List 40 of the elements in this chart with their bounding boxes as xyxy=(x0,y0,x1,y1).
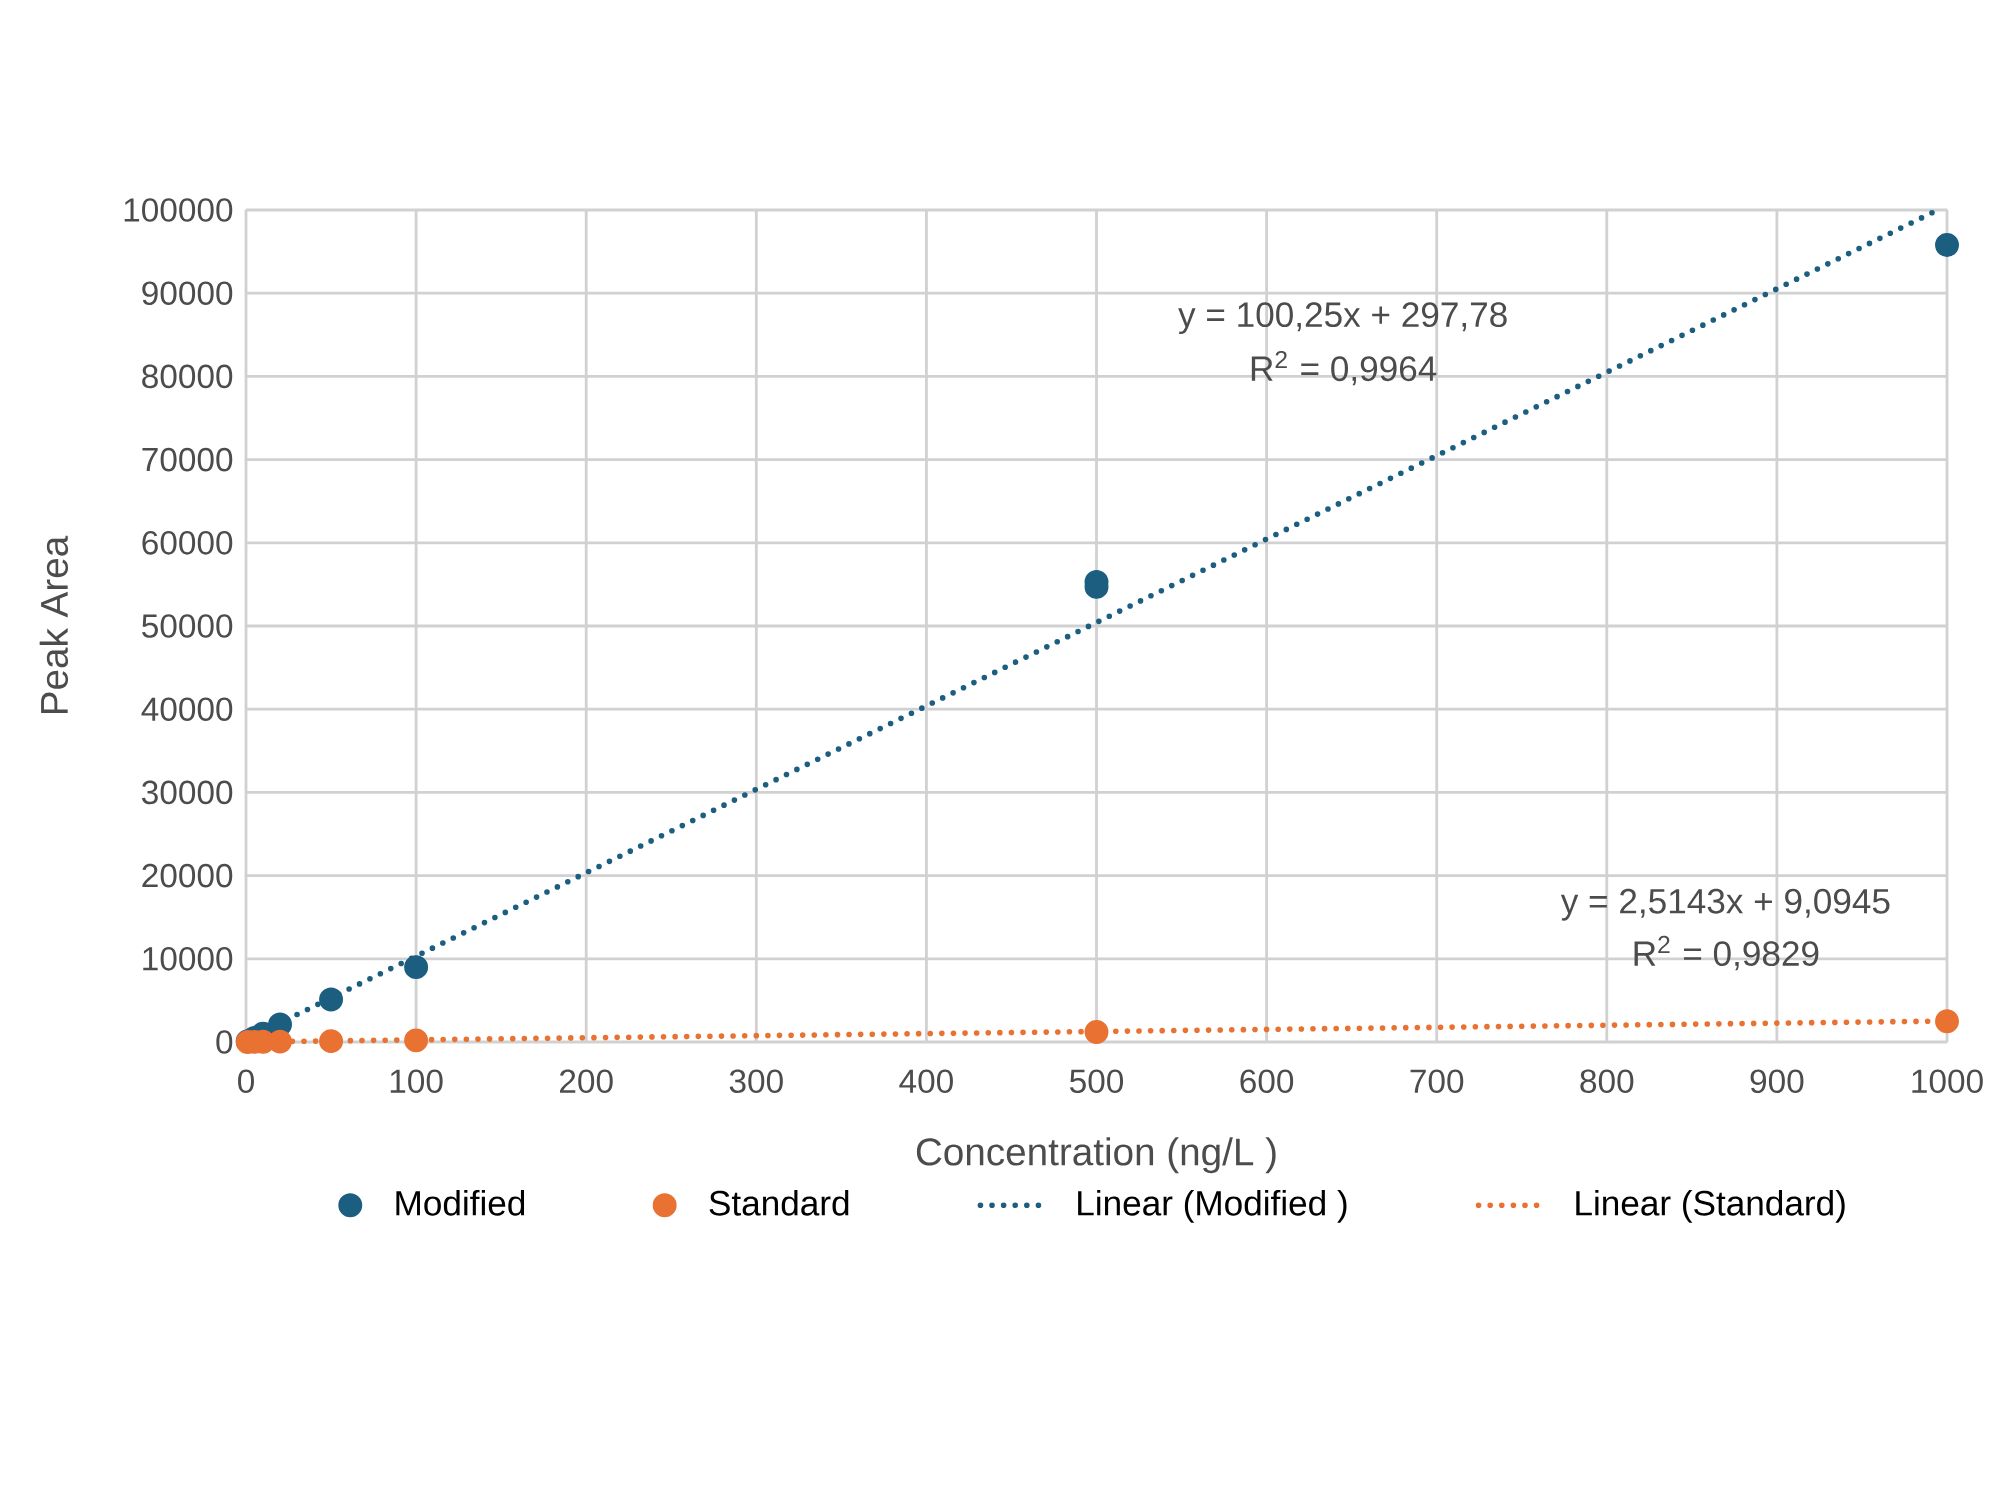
x-tick-label: 700 xyxy=(1410,1069,1464,1094)
point xyxy=(268,1029,292,1054)
x-tick-label: 400 xyxy=(899,1069,953,1094)
point xyxy=(1935,1009,1959,1034)
x-tick-label: 500 xyxy=(1069,1069,1124,1094)
y-tick-label: 0 xyxy=(216,1030,233,1054)
point xyxy=(1935,232,1959,257)
x-tick-label: 1000 xyxy=(1912,1069,1983,1094)
annotation: y = 100,25x + 297,78 xyxy=(1178,302,1507,335)
legend-label: Linear (Modified ) xyxy=(1078,1189,1347,1223)
annotation: R$^{2}$ = 0,9964 xyxy=(1251,350,1437,386)
point xyxy=(319,1029,344,1054)
x-tick-label: 800 xyxy=(1580,1069,1634,1094)
x-tick-label: 100 xyxy=(390,1069,443,1094)
legend-label: Standard xyxy=(709,1189,849,1216)
point xyxy=(1084,1020,1109,1044)
annotation: R$^{2}$ = 0,9829 xyxy=(1634,935,1819,971)
legend-label: Linear (Standard) xyxy=(1576,1189,1845,1223)
y-axis-title: Peak Area xyxy=(39,535,69,714)
x-tick-label: 900 xyxy=(1750,1069,1804,1094)
point xyxy=(404,1028,429,1053)
y-tick-label: 70000 xyxy=(142,447,233,472)
annotation: y = 2,5143x + 9,0945 xyxy=(1560,888,1890,921)
y-tick-label: 30000 xyxy=(142,780,233,805)
x-tick-label: 0 xyxy=(238,1069,254,1094)
y-tick-label: 90000 xyxy=(142,281,233,306)
point xyxy=(319,987,344,1012)
x-axis-title: Concentration (ng/L ) xyxy=(916,1137,1276,1174)
point xyxy=(404,955,429,980)
y-tick-label: 80000 xyxy=(142,364,233,389)
x-tick-label: 600 xyxy=(1240,1069,1294,1094)
y-tick-label: 50000 xyxy=(142,614,233,638)
y-tick-label: 10000 xyxy=(143,946,233,971)
y-tick-label: 60000 xyxy=(142,530,233,555)
legend-label: Modified xyxy=(396,1189,525,1216)
x-tick-label: 200 xyxy=(560,1069,613,1094)
y-tick-label: 100000 xyxy=(124,198,233,222)
y-tick-label: 20000 xyxy=(142,863,233,888)
y-tick-label: 40000 xyxy=(141,697,233,722)
x-tick-label: 300 xyxy=(729,1069,783,1094)
